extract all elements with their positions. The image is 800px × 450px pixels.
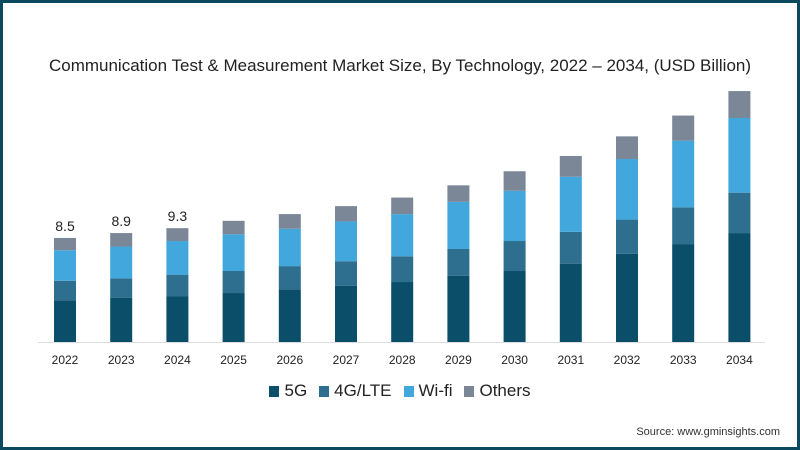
x-tick-label: 2031 [557, 353, 584, 367]
bar-5g-2028 [391, 282, 414, 342]
legend-item: Wi-fi [403, 381, 453, 401]
legend-swatch [269, 385, 280, 397]
bar-others-2026 [278, 214, 301, 229]
bar-4g-lte-2023 [110, 278, 133, 298]
bar-5g-2033 [672, 244, 695, 342]
bar-wi-fi-2023 [110, 246, 133, 279]
bar-4g-lte-2032 [616, 219, 638, 254]
bar-wi-fi-2032 [616, 159, 638, 220]
bar-wi-fi-2030 [503, 190, 526, 242]
bar-5g-2027 [335, 285, 357, 342]
bar-4g-lte-2027 [335, 261, 357, 286]
bar-5g-2029 [447, 275, 470, 342]
bar-others-2031 [559, 155, 582, 177]
bar-5g-2022 [54, 300, 76, 342]
bar-wi-fi-2022 [54, 250, 76, 281]
legend-item: 4G/LTE [319, 381, 392, 401]
bar-others-2032 [616, 136, 638, 160]
legend-swatch [403, 385, 414, 397]
bar-wi-fi-2026 [278, 228, 301, 267]
legend-swatch [319, 385, 330, 397]
bar-wi-fi-2028 [391, 214, 414, 257]
legend-label: Others [479, 381, 531, 400]
data-label: 8.9 [111, 213, 131, 229]
bar-4g-lte-2028 [391, 256, 414, 283]
legend-label: 4G/LTE [334, 381, 392, 400]
bar-4g-lte-2024 [166, 274, 189, 297]
bar-wi-fi-2031 [559, 176, 582, 232]
bar-5g-2026 [278, 289, 301, 342]
bar-wi-fi-2025 [222, 234, 245, 272]
legend-label: Wi-fi [418, 381, 453, 400]
bar-others-2034 [728, 91, 751, 119]
source-note: Source: www.gminsights.com [636, 426, 780, 438]
data-label: 8.5 [55, 218, 75, 234]
bar-others-2023 [110, 233, 133, 247]
bar-wi-fi-2034 [728, 118, 751, 193]
x-tick-label: 2024 [164, 353, 191, 367]
x-tick-label: 2026 [276, 353, 303, 367]
bar-wi-fi-2024 [166, 241, 189, 275]
x-tick-label: 2030 [501, 353, 528, 367]
bar-5g-2032 [616, 253, 638, 342]
chart-title: Communication Test & Measurement Market … [48, 56, 752, 75]
bar-4g-lte-2025 [222, 271, 245, 294]
bar-5g-2025 [222, 293, 245, 342]
bar-others-2029 [447, 185, 470, 202]
bar-wi-fi-2029 [447, 201, 470, 249]
bar-5g-2034 [728, 233, 751, 342]
bar-wi-fi-2033 [672, 140, 695, 208]
bar-4g-lte-2033 [672, 207, 695, 245]
chart-legend: 5G 4G/LTE Wi-fi Others [0, 381, 800, 401]
data-label: 9.3 [168, 208, 188, 224]
x-tick-label: 2028 [389, 353, 416, 367]
x-tick-label: 2022 [52, 353, 79, 367]
bar-4g-lte-2030 [503, 241, 526, 272]
legend-item: Others [464, 381, 531, 401]
x-tick-label: 2023 [108, 353, 135, 367]
bar-5g-2023 [110, 297, 133, 342]
bar-others-2033 [672, 115, 695, 141]
x-tick-label: 2025 [220, 353, 247, 367]
bar-4g-lte-2026 [278, 266, 301, 290]
x-tick-label: 2027 [333, 353, 360, 367]
bar-others-2030 [503, 171, 526, 191]
bar-others-2022 [54, 237, 76, 251]
legend-label: 5G [284, 381, 308, 400]
x-tick-label: 2032 [614, 353, 641, 367]
bar-4g-lte-2022 [54, 280, 76, 301]
bar-wi-fi-2027 [335, 221, 357, 262]
bar-others-2024 [166, 228, 189, 242]
bar-others-2027 [335, 206, 357, 222]
bar-others-2028 [391, 197, 414, 215]
bar-5g-2030 [503, 271, 526, 342]
x-tick-label: 2033 [670, 353, 697, 367]
x-tick-label: 2034 [726, 353, 753, 367]
bar-5g-2031 [559, 263, 582, 342]
x-tick-label: 2029 [445, 353, 472, 367]
bar-5g-2024 [166, 296, 189, 342]
bar-4g-lte-2031 [559, 231, 582, 264]
bar-others-2025 [222, 220, 245, 235]
bar-4g-lte-2029 [447, 248, 470, 276]
bar-4g-lte-2034 [728, 192, 751, 234]
legend-item: 5G [269, 381, 307, 401]
legend-swatch [464, 385, 475, 397]
